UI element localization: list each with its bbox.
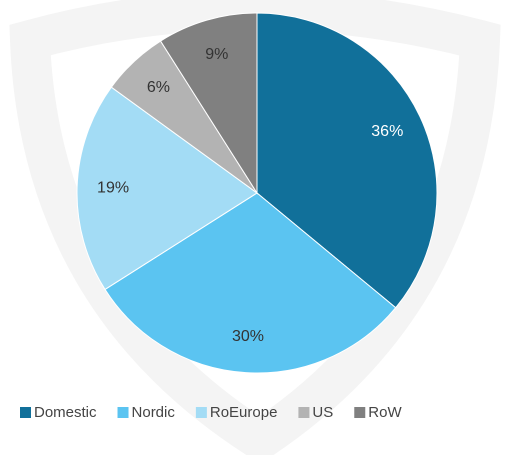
data-label: 9%	[205, 46, 228, 63]
pie-slice	[76, 86, 258, 291]
legend-swatch	[20, 407, 31, 418]
data-label: 30%	[232, 328, 264, 345]
pie-slice	[159, 12, 258, 195]
legend-swatch	[195, 407, 207, 418]
legend-label: US	[312, 404, 333, 421]
data-label: 36%	[371, 123, 403, 140]
legend-swatch	[298, 407, 310, 418]
pie-slice	[104, 192, 397, 374]
legend-label: RoW	[368, 404, 402, 421]
pie-slice	[256, 12, 438, 309]
data-label: 19%	[97, 180, 129, 197]
legend-label: Nordic	[132, 404, 176, 421]
data-label: 6%	[147, 79, 170, 96]
legend-label: RoEurope	[210, 404, 278, 421]
legend-swatch	[117, 407, 129, 418]
legend-label: Domestic	[34, 404, 97, 421]
legend-swatch	[354, 407, 366, 418]
